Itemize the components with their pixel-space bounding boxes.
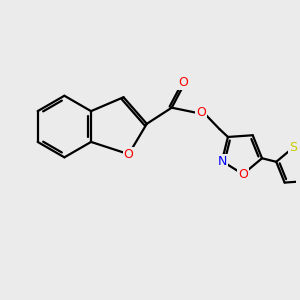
- Text: S: S: [290, 141, 297, 154]
- Text: O: O: [124, 148, 134, 161]
- Text: N: N: [217, 154, 226, 168]
- Text: O: O: [178, 76, 188, 89]
- Text: O: O: [196, 106, 206, 119]
- Text: O: O: [238, 168, 248, 181]
